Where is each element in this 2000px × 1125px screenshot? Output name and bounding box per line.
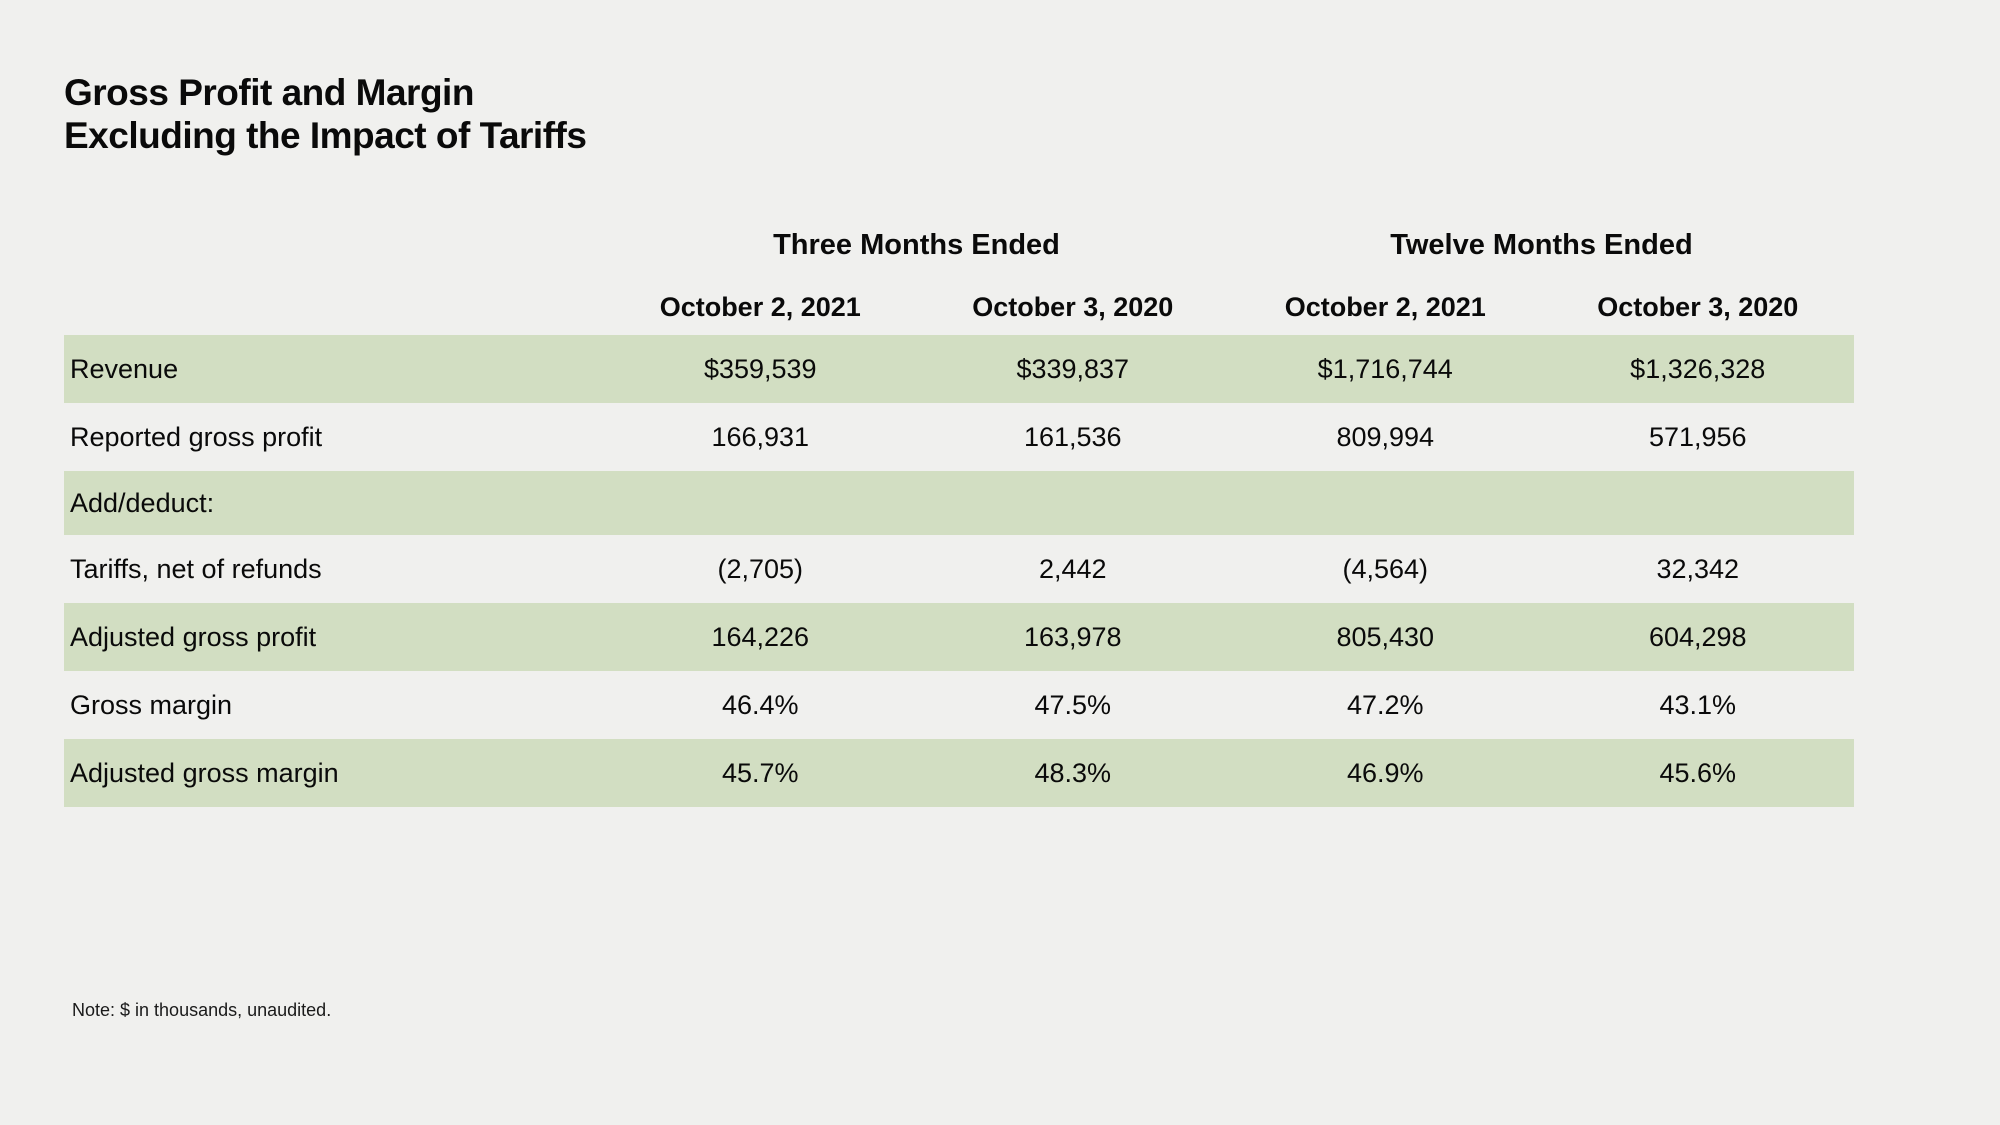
table-row: Reported gross profit 166,931 161,536 80… xyxy=(64,403,1854,471)
financial-table-container: Three Months Ended Twelve Months Ended O… xyxy=(64,229,1854,807)
cell: 47.5% xyxy=(917,671,1230,739)
cell: (4,564) xyxy=(1229,535,1542,603)
cell: 32,342 xyxy=(1542,535,1855,603)
table-row: Revenue $359,539 $339,837 $1,716,744 $1,… xyxy=(64,335,1854,403)
cell: $339,837 xyxy=(917,335,1230,403)
cell: 163,978 xyxy=(917,603,1230,671)
group-header-blank xyxy=(64,229,604,292)
table-row: Adjusted gross profit 164,226 163,978 80… xyxy=(64,603,1854,671)
table-group-header-row: Three Months Ended Twelve Months Ended xyxy=(64,229,1854,292)
table-row: Tariffs, net of refunds (2,705) 2,442 (4… xyxy=(64,535,1854,603)
cell: 46.4% xyxy=(604,671,917,739)
table-body: Revenue $359,539 $339,837 $1,716,744 $1,… xyxy=(64,335,1854,807)
cell: $1,326,328 xyxy=(1542,335,1855,403)
cell: 604,298 xyxy=(1542,603,1855,671)
row-label: Revenue xyxy=(64,335,604,403)
cell: (2,705) xyxy=(604,535,917,603)
row-label: Reported gross profit xyxy=(64,403,604,471)
title-line-1: Gross Profit and Margin xyxy=(64,72,474,113)
page-title: Gross Profit and Margin Excluding the Im… xyxy=(64,72,1936,157)
cell: $1,716,744 xyxy=(1229,335,1542,403)
cell: 805,430 xyxy=(1229,603,1542,671)
cell: 46.9% xyxy=(1229,739,1542,807)
cell: 571,956 xyxy=(1542,403,1855,471)
cell: 809,994 xyxy=(1229,403,1542,471)
table-column-header-row: October 2, 2021 October 3, 2020 October … xyxy=(64,292,1854,335)
footnote: Note: $ in thousands, unaudited. xyxy=(72,1000,331,1021)
group-header-twelve-months: Twelve Months Ended xyxy=(1229,229,1854,292)
cell: 45.7% xyxy=(604,739,917,807)
row-label: Adjusted gross profit xyxy=(64,603,604,671)
cell: 166,931 xyxy=(604,403,917,471)
row-label: Adjusted gross margin xyxy=(64,739,604,807)
row-label: Add/deduct: xyxy=(64,471,1854,535)
col-header-2: October 2, 2021 xyxy=(1229,292,1542,335)
row-label: Tariffs, net of refunds xyxy=(64,535,604,603)
col-header-blank xyxy=(64,292,604,335)
col-header-1: October 3, 2020 xyxy=(917,292,1230,335)
slide: Gross Profit and Margin Excluding the Im… xyxy=(0,0,2000,1125)
group-header-three-months: Three Months Ended xyxy=(604,229,1229,292)
cell: 47.2% xyxy=(1229,671,1542,739)
table-row: Adjusted gross margin 45.7% 48.3% 46.9% … xyxy=(64,739,1854,807)
col-header-3: October 3, 2020 xyxy=(1542,292,1855,335)
title-line-2: Excluding the Impact of Tariffs xyxy=(64,115,586,156)
table-section-row: Add/deduct: xyxy=(64,471,1854,535)
cell: 48.3% xyxy=(917,739,1230,807)
cell: 164,226 xyxy=(604,603,917,671)
cell: $359,539 xyxy=(604,335,917,403)
cell: 2,442 xyxy=(917,535,1230,603)
cell: 161,536 xyxy=(917,403,1230,471)
financial-table: Three Months Ended Twelve Months Ended O… xyxy=(64,229,1854,807)
col-header-0: October 2, 2021 xyxy=(604,292,917,335)
cell: 43.1% xyxy=(1542,671,1855,739)
table-row: Gross margin 46.4% 47.5% 47.2% 43.1% xyxy=(64,671,1854,739)
cell: 45.6% xyxy=(1542,739,1855,807)
row-label: Gross margin xyxy=(64,671,604,739)
